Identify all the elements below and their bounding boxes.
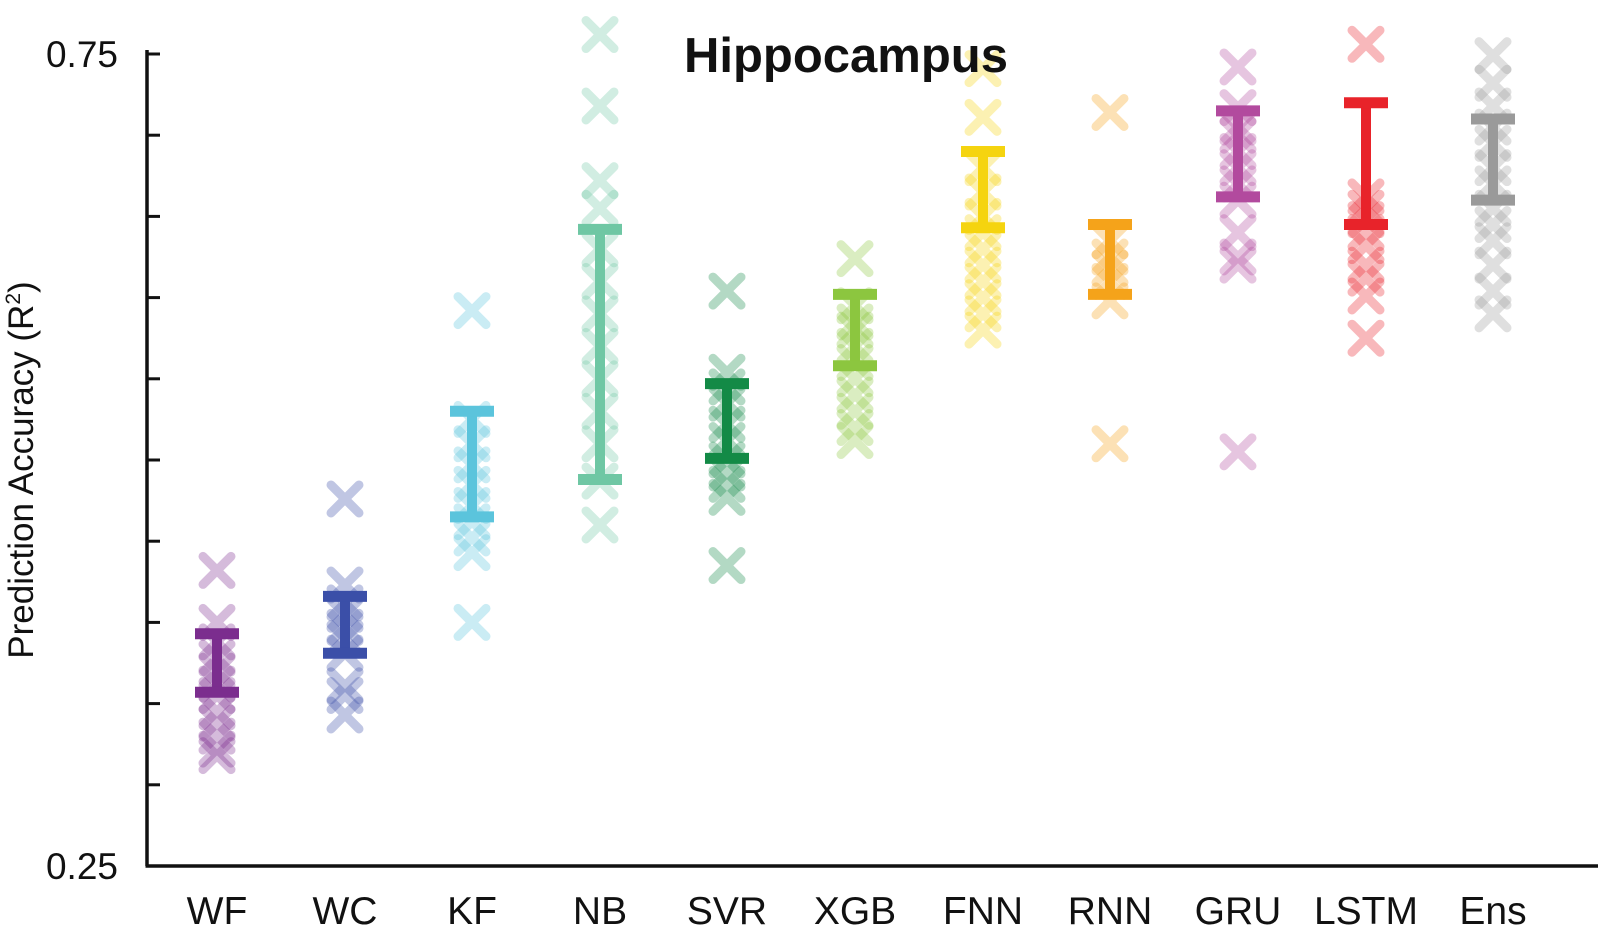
data-point xyxy=(1219,238,1257,276)
x-tick-label: NB xyxy=(573,890,627,933)
data-point xyxy=(708,272,746,310)
errorbar-layer xyxy=(195,97,1515,698)
data-point xyxy=(326,696,364,734)
data-point xyxy=(1091,93,1129,131)
x-tick-label: WC xyxy=(313,890,378,933)
data-point xyxy=(964,262,1002,300)
data-point xyxy=(198,730,236,768)
data-point xyxy=(1219,246,1257,284)
data-point xyxy=(453,519,491,557)
chart-title: Hippocampus xyxy=(684,29,1008,83)
data-point xyxy=(581,162,619,200)
error-bar xyxy=(195,628,239,698)
data-point xyxy=(836,240,874,278)
data-point xyxy=(326,676,364,714)
data-point xyxy=(708,465,746,503)
x-tick-label: WF xyxy=(187,890,248,933)
data-point xyxy=(198,737,236,775)
data-point xyxy=(1474,295,1512,333)
error-bar xyxy=(1216,105,1260,203)
data-point xyxy=(1347,319,1385,357)
data-point xyxy=(581,87,619,125)
y-tick-label: 0.75 xyxy=(46,34,118,75)
data-point xyxy=(1474,222,1512,260)
points-layer xyxy=(198,16,1512,775)
data-point xyxy=(964,98,1002,136)
data-point xyxy=(964,279,1002,317)
data-point xyxy=(453,603,491,641)
data-point xyxy=(1474,37,1512,75)
data-point xyxy=(1474,246,1512,284)
y-axis-label-close: ) xyxy=(2,281,41,293)
data-point xyxy=(326,480,364,518)
data-point xyxy=(326,667,364,705)
data-point xyxy=(836,422,874,460)
x-tick-label: KF xyxy=(447,890,497,933)
data-point xyxy=(1091,425,1129,463)
x-tick-label: Ens xyxy=(1459,890,1526,933)
data-point xyxy=(581,189,619,227)
data-point xyxy=(1219,48,1257,86)
axes-layer xyxy=(145,50,1598,868)
y-axis-label: Prediction Accuracy (R2) xyxy=(2,281,41,658)
data-point xyxy=(453,292,491,330)
data-point xyxy=(1474,206,1512,244)
data-point xyxy=(708,547,746,585)
y-axis-label-text: Prediction Accuracy (R xyxy=(2,305,41,659)
data-point xyxy=(1347,259,1385,297)
error-bar xyxy=(1088,219,1132,300)
error-bar xyxy=(961,145,1005,234)
data-point xyxy=(198,551,236,589)
error-bar xyxy=(1344,97,1388,231)
x-tick-label: FNN xyxy=(943,890,1023,933)
data-point xyxy=(836,392,874,430)
data-point xyxy=(581,506,619,544)
x-tick-label-layer: WF WC KF NB SVR XGB FNN RNN GRU LSTM Ens xyxy=(187,890,1527,933)
data-point xyxy=(1474,272,1512,310)
data-point xyxy=(453,534,491,572)
data-point xyxy=(964,50,1002,88)
x-tick-label: SVR xyxy=(687,890,767,933)
y-tick-label: 0.25 xyxy=(46,846,118,887)
error-bar xyxy=(323,590,367,659)
data-point xyxy=(1474,64,1512,102)
y-tick-layer: 0.25 0.75 xyxy=(46,34,160,887)
data-point xyxy=(964,230,1002,268)
x-tick-label: XGB xyxy=(814,890,896,933)
x-tick-label: GRU xyxy=(1195,890,1282,933)
data-point xyxy=(1347,25,1385,63)
error-bar xyxy=(1471,113,1515,206)
data-point xyxy=(1219,433,1257,471)
data-point xyxy=(1219,214,1257,252)
data-point xyxy=(964,246,1002,284)
data-point xyxy=(836,409,874,447)
x-tick-label: RNN xyxy=(1068,890,1153,933)
data-point xyxy=(708,478,746,516)
error-bar xyxy=(833,288,877,372)
data-point xyxy=(836,376,874,414)
data-point xyxy=(581,16,619,54)
error-bar xyxy=(450,405,494,523)
data-point xyxy=(198,717,236,755)
data-point xyxy=(198,704,236,742)
data-point xyxy=(1347,277,1385,315)
x-tick-label: LSTM xyxy=(1314,890,1418,933)
data-point xyxy=(198,693,236,731)
data-point xyxy=(964,295,1002,333)
data-point xyxy=(1347,227,1385,265)
y-axis-label-superscript: 2 xyxy=(2,293,25,305)
error-bar xyxy=(705,378,749,464)
data-point xyxy=(964,311,1002,349)
error-bar xyxy=(578,223,622,485)
data-point xyxy=(1347,246,1385,284)
